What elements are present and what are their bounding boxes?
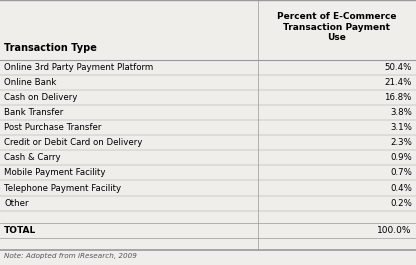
Text: Online 3rd Party Payment Platform: Online 3rd Party Payment Platform [4,63,154,72]
Text: Online Bank: Online Bank [4,78,57,87]
Text: Cash & Carry: Cash & Carry [4,153,61,162]
Text: 0.4%: 0.4% [390,184,412,192]
Text: Percent of E-Commerce
Transaction Payment
Use: Percent of E-Commerce Transaction Paymen… [277,12,397,42]
Text: 21.4%: 21.4% [384,78,412,87]
Text: 2.3%: 2.3% [390,138,412,147]
Text: 0.2%: 0.2% [390,199,412,207]
Text: 16.8%: 16.8% [384,93,412,102]
Text: Other: Other [4,199,29,207]
Text: 3.1%: 3.1% [390,123,412,132]
Text: Mobile Payment Facility: Mobile Payment Facility [4,169,106,177]
Text: Telephone Payment Facility: Telephone Payment Facility [4,184,121,192]
Text: Note: Adopted from iResearch, 2009: Note: Adopted from iResearch, 2009 [4,253,137,259]
Text: Transaction Type: Transaction Type [4,43,97,53]
Text: Cash on Delivery: Cash on Delivery [4,93,77,102]
Text: Credit or Debit Card on Delivery: Credit or Debit Card on Delivery [4,138,143,147]
Text: 0.7%: 0.7% [390,169,412,177]
Text: 0.9%: 0.9% [390,153,412,162]
Text: 50.4%: 50.4% [384,63,412,72]
Text: TOTAL: TOTAL [4,226,37,235]
Text: 100.0%: 100.0% [377,226,412,235]
Text: Bank Transfer: Bank Transfer [4,108,63,117]
Text: Post Purchase Transfer: Post Purchase Transfer [4,123,102,132]
Text: 3.8%: 3.8% [390,108,412,117]
